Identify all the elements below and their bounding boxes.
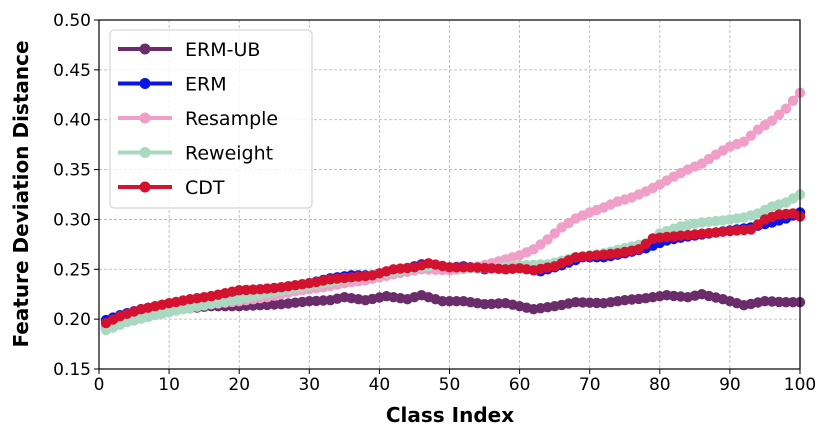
x-tick-label: 10 <box>158 375 180 395</box>
data-point <box>773 109 785 120</box>
x-tick-label: 100 <box>784 375 816 395</box>
legend-label: Reweight <box>185 143 273 165</box>
y-tick-label: 0.20 <box>53 310 91 330</box>
legend-swatch-marker <box>139 181 151 193</box>
x-tick-label: 70 <box>579 375 601 395</box>
legend-label: CDT <box>185 177 225 199</box>
x-tick-label: 20 <box>228 375 250 395</box>
legend-item: CDT <box>118 177 225 199</box>
legend-swatch-marker <box>139 147 151 158</box>
x-tick-label: 90 <box>719 375 741 395</box>
x-tick-label: 60 <box>509 375 531 395</box>
y-tick-label: 0.50 <box>53 11 91 31</box>
y-tick-label: 0.30 <box>53 210 91 230</box>
legend-swatch-marker <box>139 43 151 55</box>
legend-label: ERM-UB <box>185 39 260 61</box>
data-point <box>549 228 560 239</box>
series-layer <box>100 87 806 336</box>
data-point <box>780 103 792 114</box>
x-tick-label: 80 <box>649 375 671 395</box>
x-tick-label: 0 <box>94 375 105 395</box>
legend-item: ERM <box>118 74 227 96</box>
x-tick-label: 30 <box>298 375 320 395</box>
x-tick-label: 50 <box>439 375 461 395</box>
data-point <box>738 136 750 147</box>
legend-item: ERM-UB <box>118 39 260 61</box>
data-point <box>542 234 553 245</box>
x-axis-label: Class Index <box>386 403 514 427</box>
legend-swatch-marker <box>139 78 151 89</box>
y-tick-label: 0.25 <box>53 260 91 280</box>
legend: ERM-UB ERM Resample Reweight CDT <box>109 29 313 209</box>
y-tick-label: 0.40 <box>53 111 91 131</box>
legend-label: Resample <box>185 108 278 130</box>
y-tick-label: 0.45 <box>53 61 91 81</box>
data-point <box>633 244 644 255</box>
y-tick-label: 0.15 <box>53 360 91 380</box>
legend-item: Resample <box>118 108 278 130</box>
data-point <box>787 95 799 107</box>
y-axis-label: Feature Deviation Distance <box>9 40 33 347</box>
y-tick-label: 0.35 <box>53 161 91 181</box>
data-point <box>745 130 757 141</box>
axis-ticks: 0 10 20 30 40 50 60 70 80 90 100 0.15 0.20 0.25 0.30 0.… <box>53 11 816 395</box>
legend-box <box>109 29 313 209</box>
series-cdt <box>100 208 806 329</box>
legend-swatch-marker <box>139 112 151 124</box>
x-tick-label: 40 <box>369 375 391 395</box>
data-point <box>766 115 778 126</box>
data-point <box>640 238 651 250</box>
legend-label: ERM <box>185 74 227 96</box>
legend-item: Reweight <box>118 143 273 165</box>
